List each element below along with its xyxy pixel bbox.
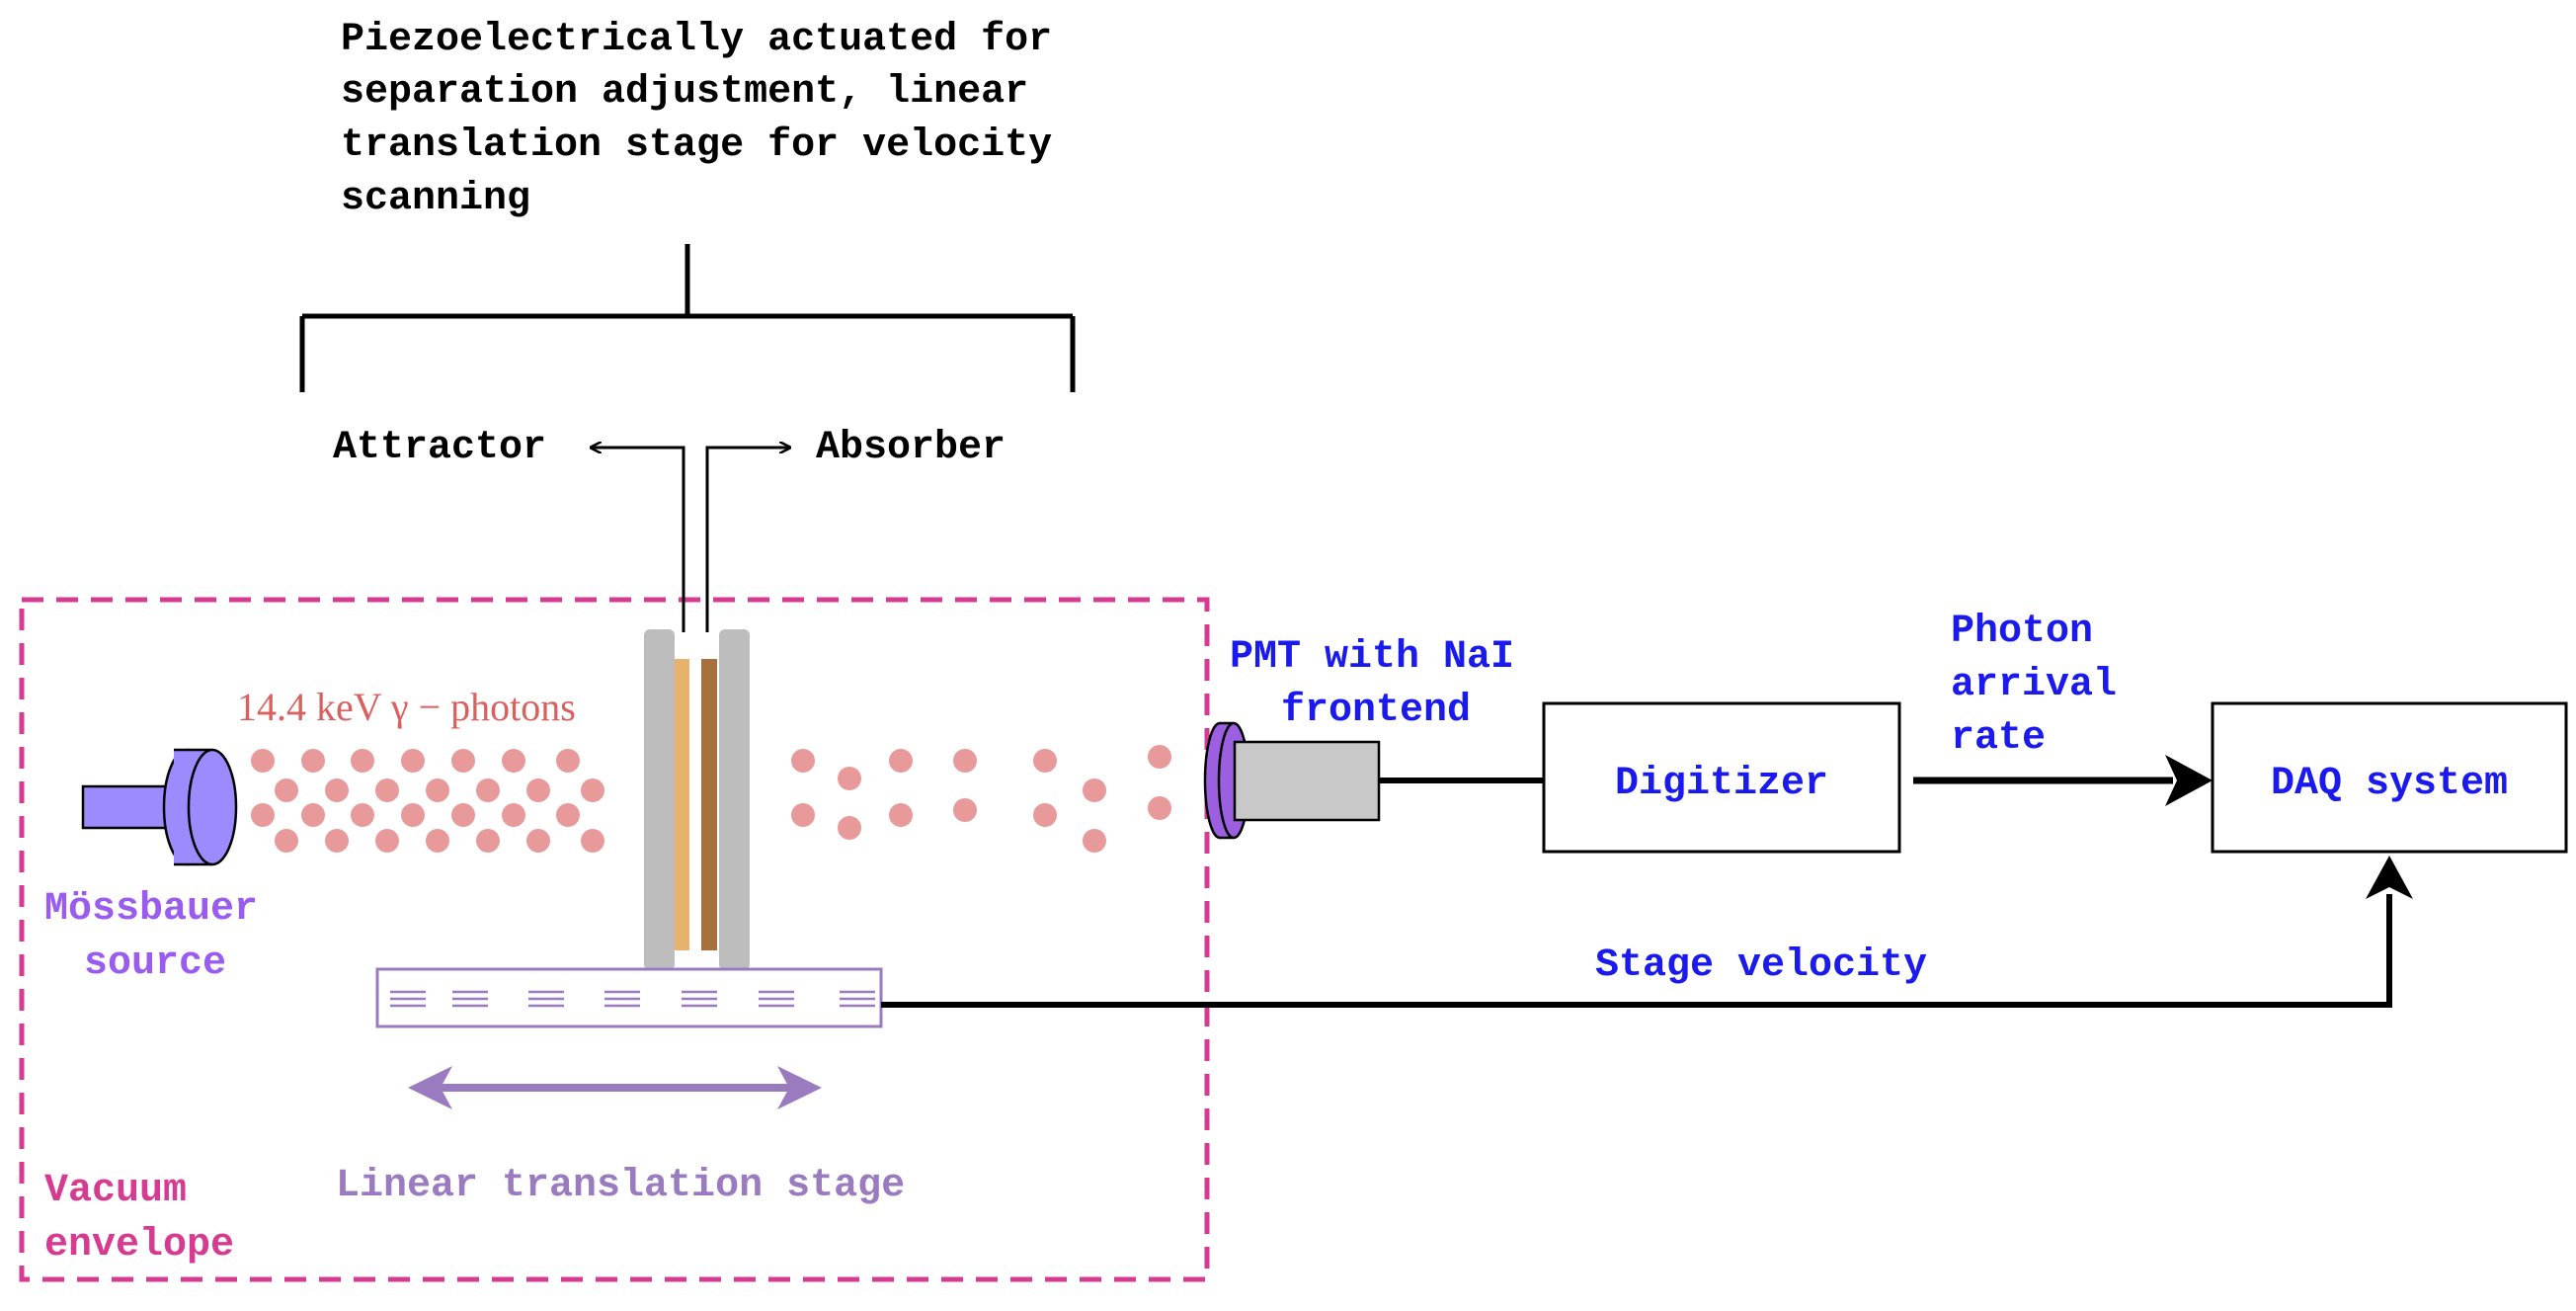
photon-dot [1148, 745, 1171, 769]
photon-dot [791, 749, 815, 773]
attractor-leader-arrow [591, 448, 685, 632]
attractor-label: Attractor [333, 426, 546, 470]
source-disk-front [187, 748, 238, 866]
mossbauer-source [81, 748, 238, 866]
top-caption: Piezoelectrically actuated for separatio… [341, 18, 1052, 221]
photon-dot [275, 829, 298, 853]
source-label-line-2: source [84, 942, 226, 986]
linear-stage-label: Linear translation stage [336, 1164, 905, 1208]
photon-rate-arrow [1913, 755, 2213, 806]
vacuum-label-line-1: Vacuum [44, 1169, 187, 1213]
photon-dot [451, 803, 475, 827]
photons-label: 14.4 keV γ − photons [237, 685, 576, 729]
photon-dot [325, 778, 349, 802]
photon-dot [476, 829, 500, 853]
top-caption-line-4: scanning [341, 177, 530, 221]
photon-dot [502, 749, 525, 773]
photon-dot [375, 778, 399, 802]
incoming-photon-beam [251, 749, 604, 853]
vacuum-envelope-border [19, 597, 1210, 1282]
pmt-body [1233, 740, 1381, 822]
photon-dot [953, 749, 977, 773]
photon-rate-line-2: arrival [1951, 663, 2117, 707]
photon-dot [1083, 778, 1106, 802]
source-label-line-1: Mössbauer [44, 887, 258, 932]
photon-dot [838, 767, 861, 790]
attractor-frame-left [644, 629, 675, 970]
digitizer-label: Digitizer [1615, 762, 1828, 806]
caption-bracket [299, 244, 1076, 392]
photon-dot [581, 778, 604, 802]
absorber-frame-right [719, 629, 750, 970]
pmt-label-line-1: PMT with NaI [1230, 635, 1514, 680]
photon-dot [1033, 803, 1057, 827]
photon-dot [325, 829, 349, 853]
vacuum-label-line-2: envelope [44, 1223, 234, 1268]
photon-dot [581, 829, 604, 853]
stage-velocity-arrow [881, 856, 2413, 1008]
absorber-label: Absorber [816, 426, 1006, 470]
photon-dot [476, 778, 500, 802]
photon-rate-line-1: Photon [1951, 610, 2093, 654]
photon-dot [251, 749, 275, 773]
daq-label: DAQ system [2271, 762, 2508, 806]
photon-dot [426, 778, 449, 802]
photon-dot [1033, 749, 1057, 773]
top-caption-line-1: Piezoelectrically actuated for [341, 18, 1052, 62]
photon-dot [426, 829, 449, 853]
pmt-label-line-2: frontend [1281, 689, 1471, 733]
photon-dot [556, 803, 580, 827]
photon-dot [526, 829, 550, 853]
photon-rate-line-3: rate [1951, 716, 2046, 761]
photon-dot [889, 803, 913, 827]
stage-velocity-label: Stage velocity [1595, 943, 1927, 988]
transmitted-photon-beam [791, 745, 1171, 853]
photon-dot [889, 749, 913, 773]
photon-dot [1083, 829, 1106, 853]
absorber-leader-arrow [705, 448, 790, 632]
digitizer-box [1542, 701, 1901, 854]
photon-dot [1148, 796, 1171, 820]
pmt-detector [1203, 721, 1381, 840]
absorber-plate [701, 659, 717, 950]
photon-dot [953, 798, 977, 822]
photon-dot [838, 816, 861, 840]
photon-dot [301, 749, 325, 773]
photon-dot [375, 829, 399, 853]
top-caption-line-3: translation stage for velocity [341, 123, 1052, 168]
photon-dot [502, 803, 525, 827]
photon-dot [251, 803, 275, 827]
daq-box [2211, 701, 2568, 854]
photon-dot [301, 803, 325, 827]
linear-stage [375, 967, 883, 1028]
photon-dot [275, 778, 298, 802]
photon-dot [451, 749, 475, 773]
photon-dot [401, 749, 425, 773]
photon-dot [351, 803, 374, 827]
stage-motion-double-arrow [408, 1066, 822, 1109]
photon-dot [791, 803, 815, 827]
photon-dot [401, 803, 425, 827]
photon-dot [526, 778, 550, 802]
photon-dot [556, 749, 580, 773]
top-caption-line-2: separation adjustment, linear [341, 70, 1028, 115]
attractor-plate [675, 659, 689, 950]
photon-dot [351, 749, 374, 773]
